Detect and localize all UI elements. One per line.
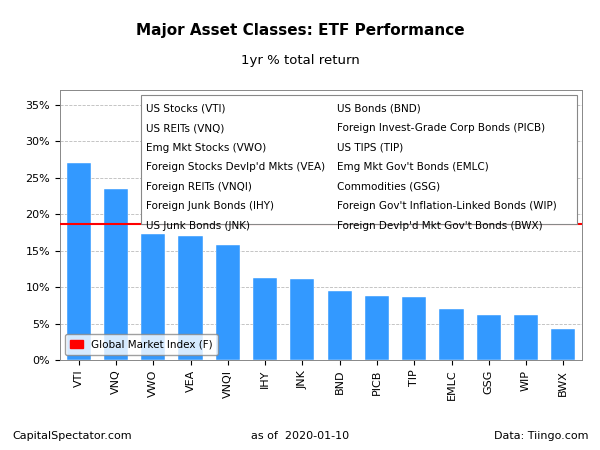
Legend: Global Market Index (F): Global Market Index (F) bbox=[65, 334, 218, 355]
Bar bbox=[328, 291, 352, 360]
Bar bbox=[141, 95, 577, 224]
Text: as of  2020-01-10: as of 2020-01-10 bbox=[251, 431, 349, 441]
Text: Foreign Invest-Grade Corp Bonds (PICB): Foreign Invest-Grade Corp Bonds (PICB) bbox=[337, 123, 545, 133]
Text: Foreign Junk Bonds (IHY): Foreign Junk Bonds (IHY) bbox=[146, 202, 274, 211]
Text: 1yr % total return: 1yr % total return bbox=[241, 54, 359, 67]
Bar bbox=[253, 278, 277, 360]
Text: Foreign Gov't Inflation-Linked Bonds (WIP): Foreign Gov't Inflation-Linked Bonds (WI… bbox=[337, 202, 556, 211]
Text: Emg Mkt Gov't Bonds (EMLC): Emg Mkt Gov't Bonds (EMLC) bbox=[337, 162, 488, 172]
Bar bbox=[141, 234, 166, 360]
Text: CapitalSpectator.com: CapitalSpectator.com bbox=[12, 431, 131, 441]
Bar bbox=[215, 245, 240, 360]
Text: Foreign Stocks Devlp'd Mkts (VEA): Foreign Stocks Devlp'd Mkts (VEA) bbox=[146, 162, 325, 172]
Text: US TIPS (TIP): US TIPS (TIP) bbox=[337, 143, 403, 153]
Bar bbox=[290, 279, 314, 360]
Text: US REITs (VNQ): US REITs (VNQ) bbox=[146, 123, 224, 133]
Bar bbox=[67, 163, 91, 360]
Bar bbox=[178, 236, 203, 360]
Bar bbox=[514, 315, 538, 360]
Text: Foreign Devlp'd Mkt Gov't Bonds (BWX): Foreign Devlp'd Mkt Gov't Bonds (BWX) bbox=[337, 221, 542, 231]
Bar bbox=[551, 329, 575, 360]
Text: Commodities (GSG): Commodities (GSG) bbox=[337, 182, 440, 192]
Text: Data: Tiingo.com: Data: Tiingo.com bbox=[493, 431, 588, 441]
Bar bbox=[439, 309, 464, 360]
Bar bbox=[402, 297, 427, 360]
Text: US Junk Bonds (JNK): US Junk Bonds (JNK) bbox=[146, 221, 250, 231]
Bar bbox=[476, 315, 501, 360]
Text: Emg Mkt Stocks (VWO): Emg Mkt Stocks (VWO) bbox=[146, 143, 266, 153]
Bar bbox=[104, 189, 128, 360]
Text: Major Asset Classes: ETF Performance: Major Asset Classes: ETF Performance bbox=[136, 22, 464, 37]
Text: Foreign REITs (VNQI): Foreign REITs (VNQI) bbox=[146, 182, 252, 192]
Bar bbox=[365, 296, 389, 360]
Text: US Stocks (VTI): US Stocks (VTI) bbox=[146, 104, 226, 113]
Text: US Bonds (BND): US Bonds (BND) bbox=[337, 104, 421, 113]
